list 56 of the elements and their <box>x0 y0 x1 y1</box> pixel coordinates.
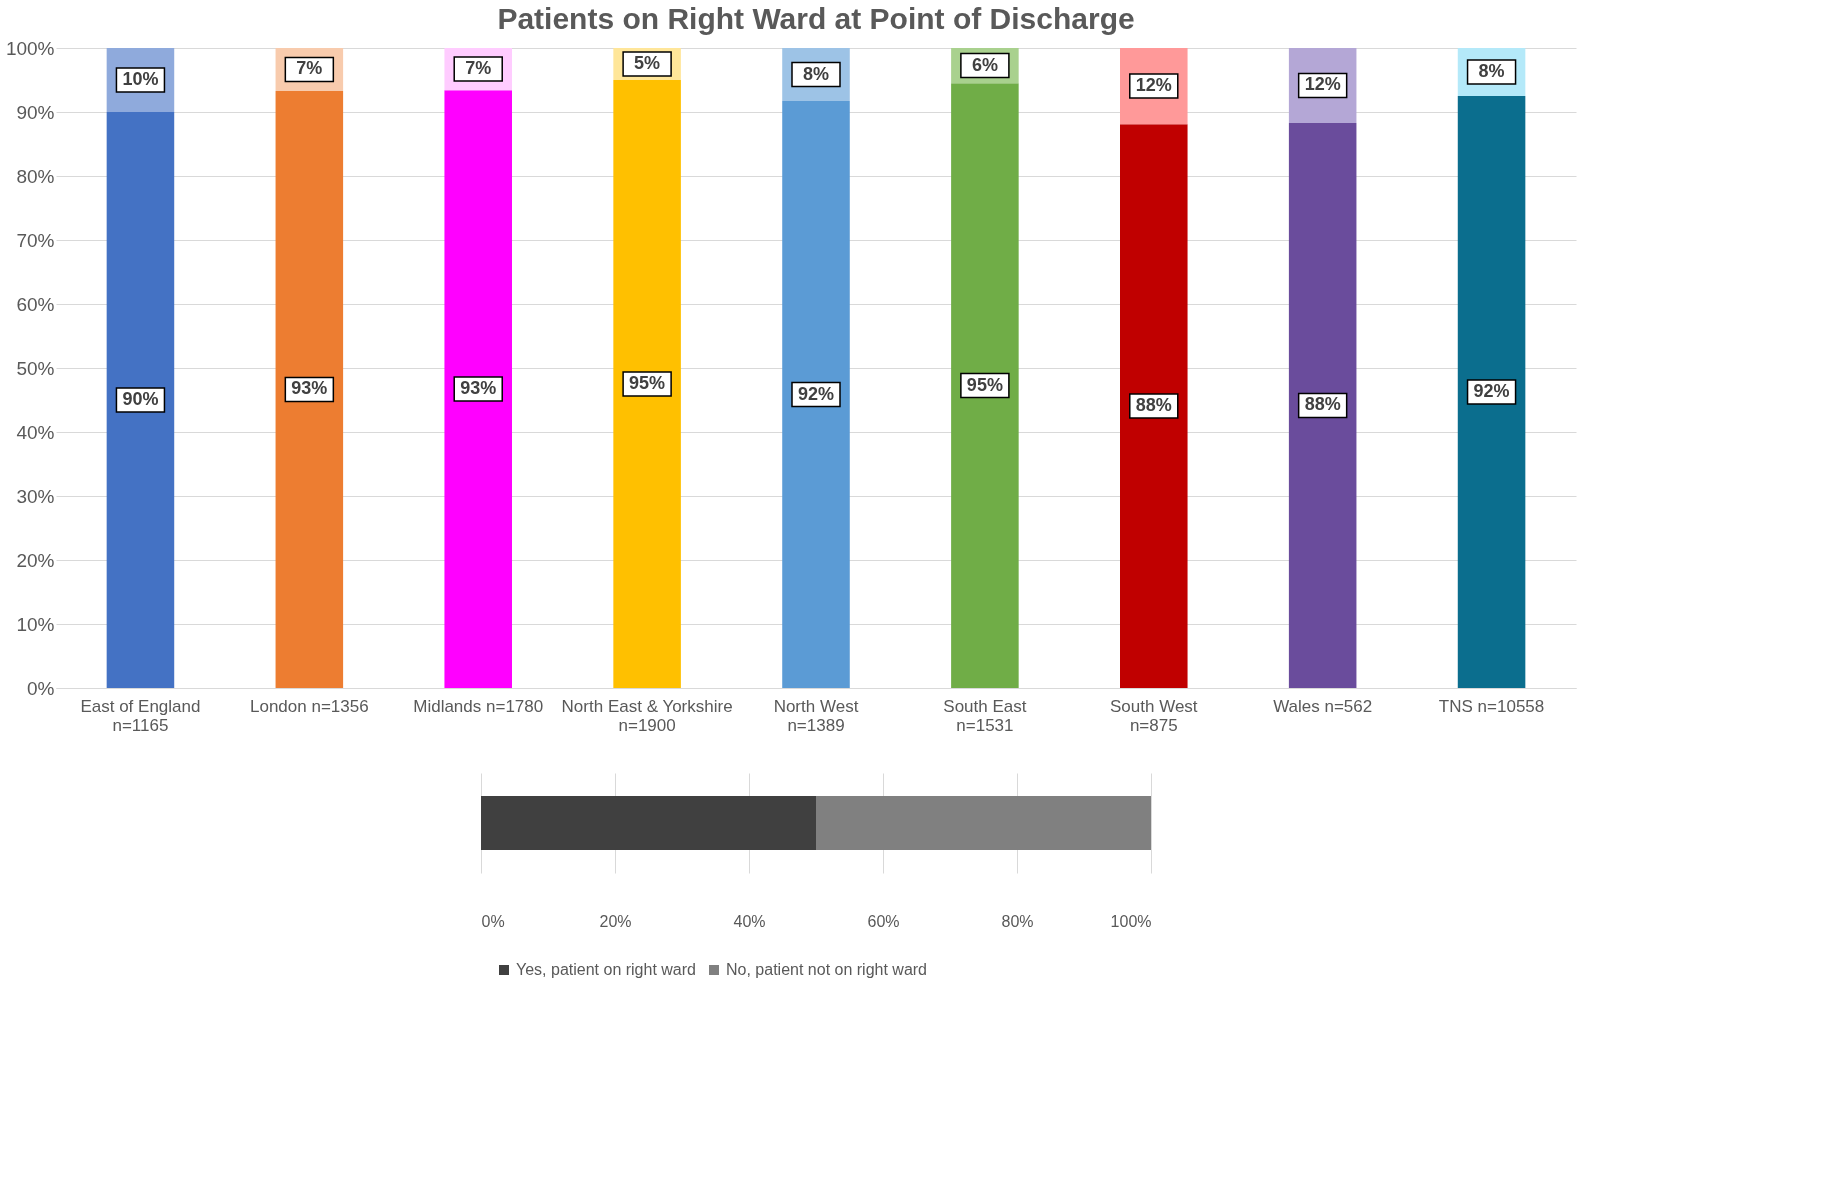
data-label: 8% <box>802 63 830 84</box>
data-label: 88% <box>1135 395 1172 416</box>
bar <box>444 90 512 688</box>
y-tick-label: 30% <box>16 485 55 507</box>
x-tick-label: 40% <box>733 912 766 930</box>
y-tick-label: 40% <box>16 421 55 443</box>
y-tick-label: 0% <box>27 677 55 699</box>
x-tick-label: North East & Yorkshire n=1900 <box>561 696 733 735</box>
bar <box>951 83 1019 688</box>
legend-label: Yes, patient on right ward <box>516 961 696 978</box>
bar <box>1288 122 1357 688</box>
data-label: 93% <box>291 378 328 399</box>
data-label: 92% <box>797 383 835 404</box>
data-label: 12% <box>1304 74 1341 95</box>
chart-title: Patients on Right Ward at Point of Discharge <box>497 2 1135 35</box>
y-tick-label: 50% <box>16 357 55 379</box>
y-tick-label: 20% <box>16 549 55 571</box>
x-tick-label: 20% <box>599 912 632 930</box>
x-tick-label: 80% <box>1001 912 1034 930</box>
x-tick-label: South East n=1531 <box>943 696 1027 735</box>
y-tick-label: 70% <box>16 229 55 251</box>
x-tick-label: East of England n=1165 <box>80 696 201 735</box>
data-label: 90% <box>122 389 159 409</box>
bar <box>106 112 175 688</box>
x-tick-label: TNS n=10558 <box>1438 696 1545 716</box>
data-label: 7% <box>465 58 492 79</box>
data-label: 93% <box>460 378 497 399</box>
x-tick-label: Midlands n=1780 <box>413 696 544 716</box>
x-tick-label: 60% <box>867 912 900 930</box>
data-label: 5% <box>634 53 661 73</box>
y-tick-label: 100% <box>5 37 55 59</box>
legend-label: No, patient not on right ward <box>726 961 928 978</box>
y-tick-label: 80% <box>16 165 55 187</box>
bar <box>1120 124 1188 688</box>
x-tick-label: 100% <box>1110 912 1152 930</box>
data-label: 10% <box>122 69 159 89</box>
data-label: 12% <box>1135 75 1172 96</box>
x-tick-label: Wales n=562 <box>1273 696 1373 716</box>
bar <box>1457 96 1526 688</box>
x-tick-label: London n=1356 <box>250 696 369 716</box>
y-tick-label: 60% <box>16 293 55 315</box>
x-tick-label: North West n=1389 <box>773 696 859 735</box>
bar <box>275 90 344 688</box>
data-label: 8% <box>1478 61 1505 81</box>
y-tick-label: 90% <box>16 101 55 123</box>
data-label: 95% <box>966 374 1003 395</box>
bar <box>782 101 850 688</box>
x-tick-label: 0% <box>481 912 505 930</box>
x-tick-label: South West n=875 <box>1109 696 1198 735</box>
data-label: 7% <box>296 58 323 79</box>
data-label: 88% <box>1304 394 1341 415</box>
data-label: 92% <box>1473 381 1510 401</box>
y-tick-label: 10% <box>16 613 55 635</box>
data-label: 95% <box>629 373 666 393</box>
data-label: 6% <box>971 54 998 75</box>
bar <box>613 80 681 688</box>
